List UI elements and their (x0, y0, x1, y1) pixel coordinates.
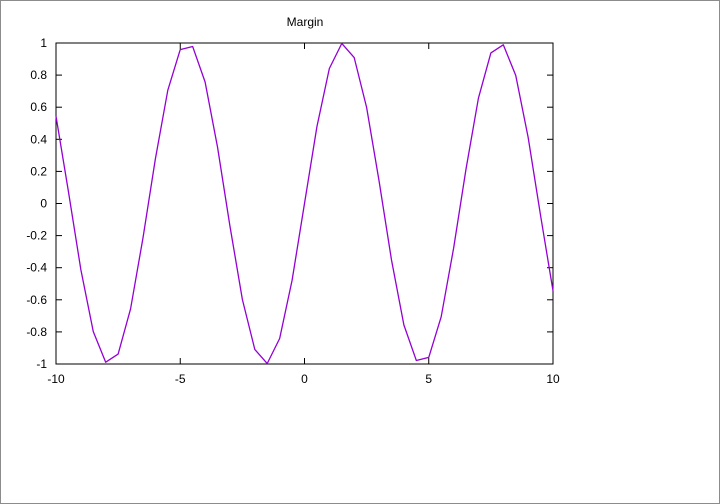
y-tick-label: -0.6 (26, 293, 47, 307)
y-tick-label: 0.6 (30, 100, 47, 114)
y-axis-tick-labels: 1 0.8 0.6 0.4 0.2 0 -0.2 -0.4 -0.6 -0.8 -1 (26, 36, 47, 371)
series-group (55, 42, 554, 365)
y-tick-label: 0.2 (30, 164, 47, 178)
x-tick-label: -10 (47, 372, 65, 386)
y-tick-label: 1 (40, 36, 47, 50)
y-tick-label: -0.8 (26, 325, 47, 339)
series-line (55, 42, 554, 365)
chart-title: Margin (287, 15, 324, 29)
y-tick-label: -0.2 (26, 229, 47, 243)
axis-ticks (55, 42, 554, 365)
x-tick-label: 10 (546, 372, 560, 386)
x-tick-label: 0 (301, 372, 308, 386)
x-axis-tick-labels: -10 -5 0 5 10 (47, 372, 560, 386)
y-tick-label: 0 (40, 197, 47, 211)
x-tick-label: 5 (425, 372, 432, 386)
y-tick-label: -1 (36, 357, 47, 371)
y-tick-label: -0.4 (26, 261, 47, 275)
x-tick-label: -5 (175, 372, 186, 386)
y-tick-label: 0.8 (30, 68, 47, 82)
y-tick-label: 0.4 (30, 132, 47, 146)
